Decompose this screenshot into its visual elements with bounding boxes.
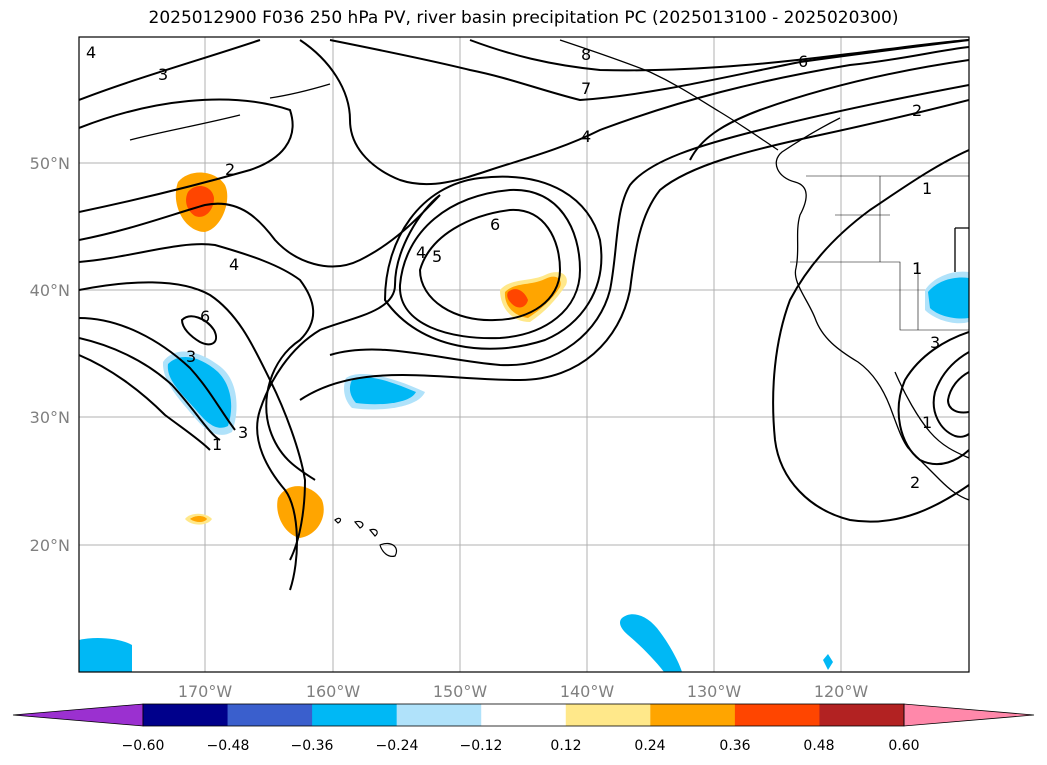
lat-label: 40°N — [30, 281, 70, 300]
contour-label: 3 — [186, 347, 196, 366]
precip-negative-core — [167, 357, 232, 428]
pv-contours — [79, 39, 969, 591]
precip-negative-core — [928, 277, 969, 319]
precip-positive-area — [277, 486, 324, 538]
map-frame — [78, 36, 970, 673]
colorbar-segment — [819, 704, 905, 726]
contour-label: 7 — [581, 79, 591, 98]
lon-label: 130°W — [687, 682, 742, 701]
lon-axis: 170°W 160°W 150°W 140°W 130°W 120°W — [178, 682, 869, 701]
lon-label: 140°W — [560, 682, 615, 701]
precip-shading — [79, 172, 969, 672]
contour-label: 8 — [581, 45, 591, 64]
contour-label: 4 — [581, 127, 591, 146]
contour-label: 2 — [910, 473, 920, 492]
colorbar-segment — [312, 704, 398, 726]
contour-label: 3 — [158, 65, 168, 84]
state-borders — [790, 175, 969, 331]
precip-positive-area — [190, 516, 207, 522]
contour-label: 2 — [225, 160, 235, 179]
colorbar-segment — [396, 704, 482, 726]
colorbar-tick-label: 0.24 — [634, 738, 665, 754]
contour-label: 4 — [229, 255, 239, 274]
colorbar-tick-label: 0.12 — [550, 738, 581, 754]
precip-negative-area — [79, 637, 132, 672]
contour-label: 3 — [238, 423, 248, 442]
map-title: 2025012900 F036 250 hPa PV, river basin … — [148, 8, 899, 28]
contour-label: 1 — [922, 179, 932, 198]
colorbar-extension-high — [903, 703, 1035, 727]
contour-labels: 4 3 8 7 6 2 4 2 1 4 4 5 6 6 1 3 3 1 3 2 … — [86, 43, 940, 492]
colorbar-segment — [143, 704, 229, 726]
hawaii-islands — [334, 517, 398, 557]
colorbar — [12, 703, 1035, 727]
colorbar-tick-label: −0.36 — [291, 738, 334, 754]
precip-positive-area — [504, 276, 561, 318]
lon-label: 150°W — [433, 682, 488, 701]
contour-label: 6 — [490, 215, 500, 234]
contour-label: 1 — [212, 435, 222, 454]
contour-label: 2 — [912, 101, 922, 120]
map-area — [79, 37, 969, 672]
precip-negative-core — [349, 377, 416, 405]
colorbar-segment — [650, 704, 736, 726]
contour-label: 1 — [922, 413, 932, 432]
colorbar-ticks: −0.60 −0.48 −0.36 −0.24 −0.12 0.12 0.24 … — [122, 738, 920, 754]
precip-negative-area — [620, 614, 682, 672]
lat-label: 30°N — [30, 408, 70, 427]
lat-axis: 50°N 40°N 30°N 20°N — [30, 154, 70, 555]
colorbar-extension-low — [12, 703, 144, 727]
colorbar-segment — [565, 704, 651, 726]
colorbar-tick-label: 0.60 — [888, 738, 919, 754]
colorbar-segment — [734, 704, 820, 726]
colorbar-segment — [481, 704, 567, 726]
precip-negative-area — [823, 654, 833, 670]
colorbar-tick-label: −0.12 — [460, 738, 503, 754]
colorbar-border — [142, 703, 905, 727]
contour-label: 1 — [912, 259, 922, 278]
colorbar-tick-label: 0.36 — [719, 738, 750, 754]
precip-positive-core — [507, 289, 528, 308]
colorbar-tick-label: −0.48 — [207, 738, 250, 754]
lat-label: 50°N — [30, 154, 70, 173]
lat-label: 20°N — [30, 536, 70, 555]
colorbar-tick-label: 0.48 — [803, 738, 834, 754]
contour-label: 4 — [86, 43, 96, 62]
contour-label: 6 — [798, 52, 808, 71]
lon-label: 170°W — [178, 682, 233, 701]
lon-label: 120°W — [814, 682, 869, 701]
lon-label: 160°W — [306, 682, 361, 701]
contour-label: 6 — [200, 307, 210, 326]
colorbar-tick-label: −0.60 — [122, 738, 165, 754]
colorbar-tick-label: −0.24 — [376, 738, 419, 754]
contour-label: 4 — [416, 243, 426, 262]
contour-label: 5 — [432, 247, 442, 266]
contour-label: 3 — [930, 333, 940, 352]
colorbar-segment — [227, 704, 313, 726]
